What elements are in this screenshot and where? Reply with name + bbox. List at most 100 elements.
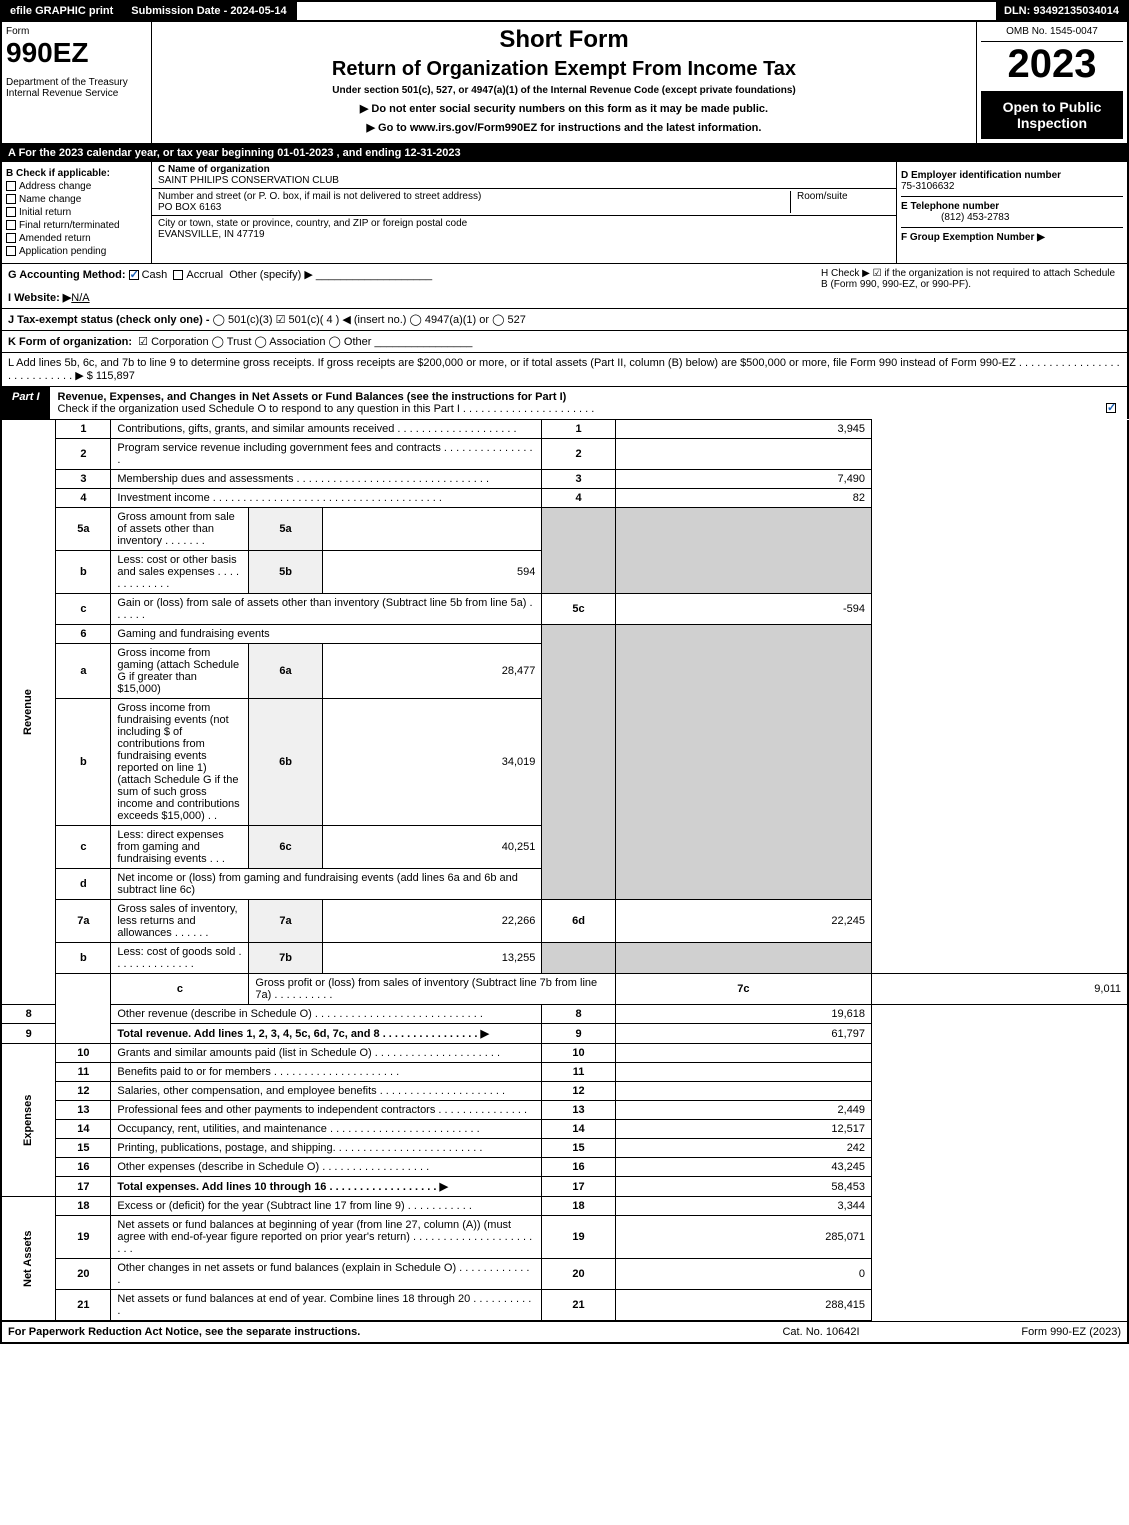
l-gross-receipts: L Add lines 5b, 6c, and 7b to line 9 to … bbox=[0, 353, 1129, 387]
open-inspection: Open to Public Inspection bbox=[981, 91, 1123, 139]
line-17-value: 58,453 bbox=[615, 1177, 871, 1197]
line-14-value: 12,517 bbox=[615, 1120, 871, 1139]
line-21-desc: Net assets or fund balances at end of ye… bbox=[111, 1290, 542, 1321]
tax-year: 2023 bbox=[981, 42, 1123, 87]
line-8-value: 19,618 bbox=[615, 1005, 871, 1024]
col-b-checkboxes: B Check if applicable: Address change Na… bbox=[2, 162, 152, 263]
side-expenses: Expenses bbox=[1, 1044, 56, 1197]
line-18-value: 3,344 bbox=[615, 1197, 871, 1216]
line-15-desc: Printing, publications, postage, and shi… bbox=[111, 1139, 542, 1158]
line-5b-value: 594 bbox=[322, 551, 542, 594]
footer-catno: Cat. No. 10642I bbox=[721, 1326, 921, 1338]
ssn-warning: ▶ Do not enter social security numbers o… bbox=[156, 102, 972, 115]
part-i-header: Part I Revenue, Expenses, and Changes in… bbox=[0, 387, 1129, 419]
cb-cash[interactable] bbox=[129, 270, 139, 280]
part-i-title: Revenue, Expenses, and Changes in Net As… bbox=[50, 387, 1127, 419]
line-6c-value: 40,251 bbox=[322, 826, 542, 869]
line-18-desc: Excess or (deficit) for the year (Subtra… bbox=[111, 1197, 542, 1216]
line-6c-desc: Less: direct expenses from gaming and fu… bbox=[111, 826, 249, 869]
org-name: SAINT PHILIPS CONSERVATION CLUB bbox=[158, 175, 339, 186]
line-9-value: 61,797 bbox=[615, 1024, 871, 1044]
line-13-value: 2,449 bbox=[615, 1101, 871, 1120]
lines-table: Revenue 1 Contributions, gifts, grants, … bbox=[0, 419, 1129, 1321]
side-revenue: Revenue bbox=[1, 420, 56, 1005]
footer-formref: Form 990-EZ (2023) bbox=[921, 1326, 1121, 1338]
line-14-desc: Occupancy, rent, utilities, and maintena… bbox=[111, 1120, 542, 1139]
col-def: D Employer identification number 75-3106… bbox=[897, 162, 1127, 263]
line-4-value: 82 bbox=[615, 489, 871, 508]
line-7a-desc: Gross sales of inventory, less returns a… bbox=[111, 900, 249, 943]
form-header: Form 990EZ Department of the Treasury In… bbox=[0, 22, 1129, 145]
line-3-value: 7,490 bbox=[615, 470, 871, 489]
line-11-desc: Benefits paid to or for members . . . . … bbox=[111, 1063, 542, 1082]
line-1-desc: Contributions, gifts, grants, and simila… bbox=[111, 420, 542, 439]
line-7c-desc: Gross profit or (loss) from sales of inv… bbox=[249, 974, 615, 1005]
page-footer: For Paperwork Reduction Act Notice, see … bbox=[0, 1321, 1129, 1344]
line-20-desc: Other changes in net assets or fund bala… bbox=[111, 1259, 542, 1290]
footer-left: For Paperwork Reduction Act Notice, see … bbox=[8, 1326, 721, 1338]
i-website: I Website: ▶N/A bbox=[8, 291, 821, 304]
h-schedule-b: H Check ▶ ☑ if the organization is not r… bbox=[821, 268, 1121, 304]
line-16-desc: Other expenses (describe in Schedule O) … bbox=[111, 1158, 542, 1177]
col-c-orginfo: C Name of organization SAINT PHILIPS CON… bbox=[152, 162, 897, 263]
line-10-desc: Grants and similar amounts paid (list in… bbox=[111, 1044, 542, 1063]
header-right: OMB No. 1545-0047 2023 Open to Public In… bbox=[977, 22, 1127, 143]
line-6d-desc: Net income or (loss) from gaming and fun… bbox=[111, 869, 542, 900]
line-6b-value: 34,019 bbox=[322, 699, 542, 826]
room-label: Room/suite bbox=[797, 191, 848, 202]
cb-schedule-o[interactable] bbox=[1106, 403, 1116, 413]
row-a-period: A For the 2023 calendar year, or tax yea… bbox=[0, 145, 1129, 162]
cb-address-change[interactable]: Address change bbox=[6, 181, 147, 192]
omb-number: OMB No. 1545-0047 bbox=[981, 26, 1123, 42]
c-street-block: Number and street (or P. O. box, if mail… bbox=[152, 189, 896, 216]
goto-link[interactable]: ▶ Go to www.irs.gov/Form990EZ for instru… bbox=[156, 121, 972, 134]
cb-application-pending[interactable]: Application pending bbox=[6, 246, 147, 257]
cb-final-return[interactable]: Final return/terminated bbox=[6, 220, 147, 231]
e-phone: E Telephone number (812) 453-2783 bbox=[901, 196, 1123, 223]
c-name-block: C Name of organization SAINT PHILIPS CON… bbox=[152, 162, 896, 189]
subtitle: Under section 501(c), 527, or 4947(a)(1)… bbox=[156, 85, 972, 96]
cb-accrual[interactable] bbox=[173, 270, 183, 280]
line-19-value: 285,071 bbox=[615, 1216, 871, 1259]
line-11-value bbox=[615, 1063, 871, 1082]
d-ein: D Employer identification number 75-3106… bbox=[901, 170, 1123, 192]
line-5c-value: -594 bbox=[615, 594, 871, 625]
line-20-value: 0 bbox=[615, 1259, 871, 1290]
org-street: PO BOX 6163 bbox=[158, 202, 221, 213]
line-7a-value: 22,266 bbox=[322, 900, 542, 943]
form-label: Form bbox=[6, 26, 147, 37]
line-8-desc: Other revenue (describe in Schedule O) .… bbox=[111, 1005, 542, 1024]
line-2-desc: Program service revenue including govern… bbox=[111, 439, 542, 470]
header-center: Short Form Return of Organization Exempt… bbox=[152, 22, 977, 143]
section-bcdef: B Check if applicable: Address change Na… bbox=[0, 162, 1129, 264]
line-5a-value bbox=[322, 508, 542, 551]
f-group: F Group Exemption Number ▶ bbox=[901, 227, 1123, 243]
line-4-desc: Investment income . . . . . . . . . . . … bbox=[111, 489, 542, 508]
line-19-desc: Net assets or fund balances at beginning… bbox=[111, 1216, 542, 1259]
line-5c-desc: Gain or (loss) from sale of assets other… bbox=[111, 594, 542, 625]
line-15-value: 242 bbox=[615, 1139, 871, 1158]
line-10-value bbox=[615, 1044, 871, 1063]
b-label: B Check if applicable: bbox=[6, 168, 147, 179]
row-g-h: G Accounting Method: Cash Accrual Other … bbox=[0, 264, 1129, 309]
cb-name-change[interactable]: Name change bbox=[6, 194, 147, 205]
efile-label[interactable]: efile GRAPHIC print bbox=[2, 2, 123, 20]
c-city-block: City or town, state or province, country… bbox=[152, 216, 896, 242]
line-2-value bbox=[615, 439, 871, 470]
line-6d-value: 22,245 bbox=[615, 900, 871, 943]
main-title: Return of Organization Exempt From Incom… bbox=[156, 58, 972, 81]
side-netassets: Net Assets bbox=[1, 1197, 56, 1321]
line-21-value: 288,415 bbox=[615, 1290, 871, 1321]
dln-label: DLN: 93492135034014 bbox=[996, 2, 1127, 20]
line-3-desc: Membership dues and assessments . . . . … bbox=[111, 470, 542, 489]
line-1-value: 3,945 bbox=[615, 420, 871, 439]
cb-initial-return[interactable]: Initial return bbox=[6, 207, 147, 218]
line-5a-desc: Gross amount from sale of assets other t… bbox=[111, 508, 249, 551]
line-6a-desc: Gross income from gaming (attach Schedul… bbox=[111, 644, 249, 699]
cb-amended-return[interactable]: Amended return bbox=[6, 233, 147, 244]
submission-date: Submission Date - 2024-05-14 bbox=[123, 2, 296, 20]
line-5b-desc: Less: cost or other basis and sales expe… bbox=[111, 551, 249, 594]
j-tax-exempt: J Tax-exempt status (check only one) - ◯… bbox=[0, 309, 1129, 331]
header-left: Form 990EZ Department of the Treasury In… bbox=[2, 22, 152, 143]
line-12-value bbox=[615, 1082, 871, 1101]
